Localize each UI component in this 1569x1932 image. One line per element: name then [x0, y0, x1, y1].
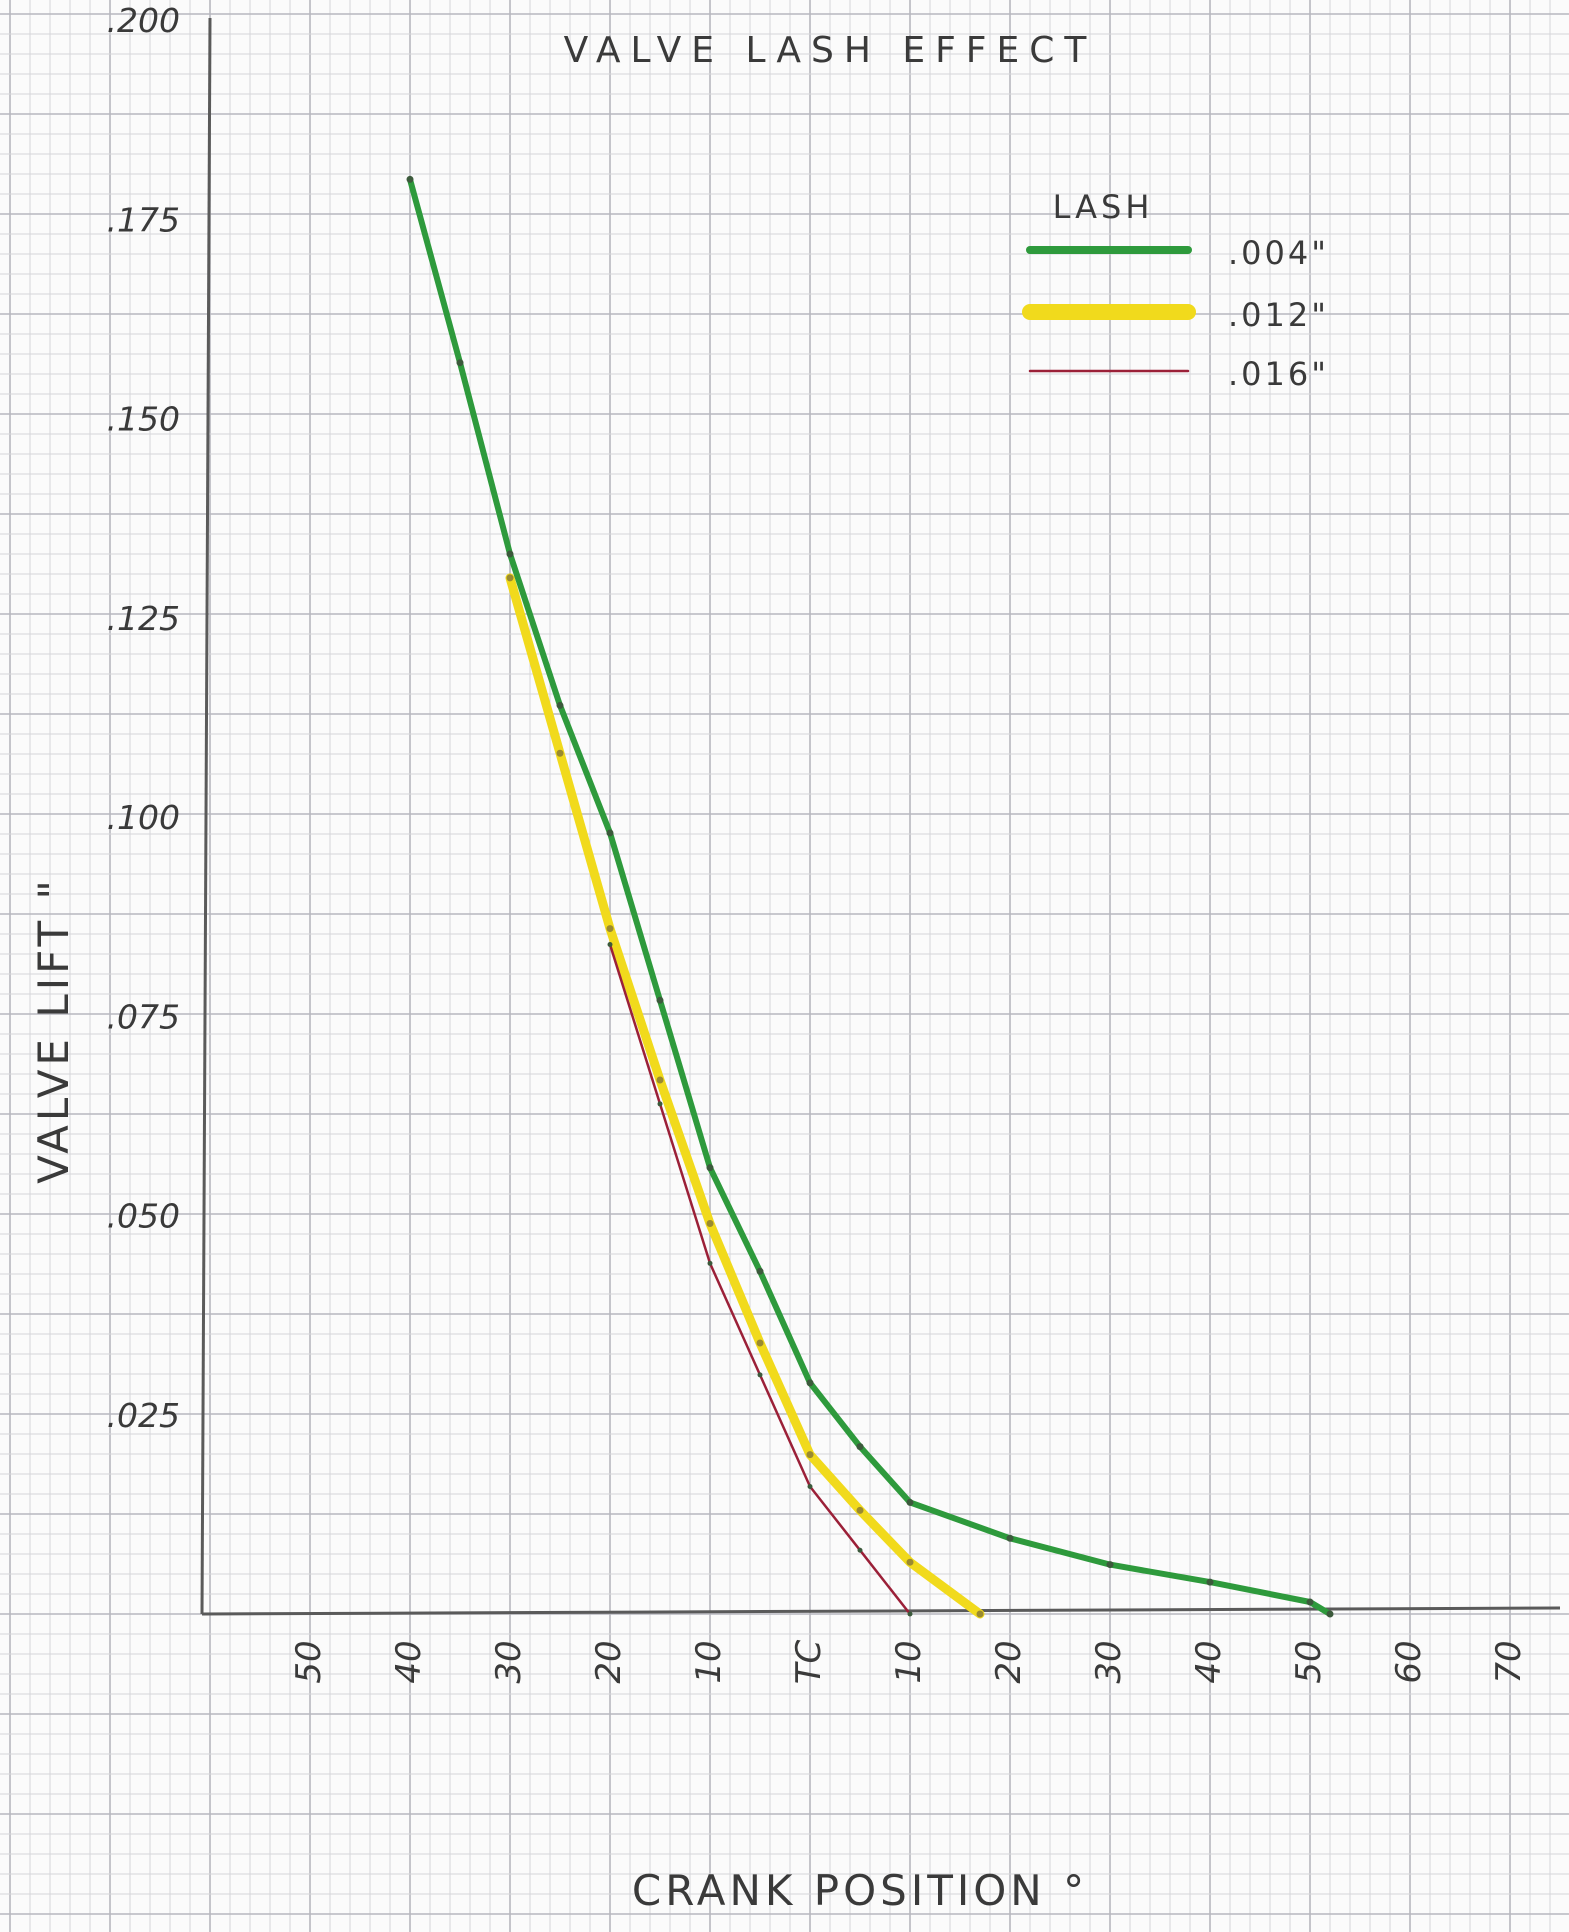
chart-title: VALVE LASH EFFECT	[564, 30, 1097, 71]
legend-label-2: .012"	[1228, 296, 1329, 334]
y-tick-label: .050	[107, 1197, 180, 1236]
y-tick-label: .100	[107, 798, 180, 837]
y-axis-label: VALVE LIFT "	[29, 876, 78, 1184]
data-point	[806, 1451, 814, 1459]
x-tick-label: 50	[1289, 1640, 1329, 1683]
x-axis	[201, 1606, 1561, 1616]
data-point	[906, 1498, 914, 1506]
x-tick-label: 30	[489, 1640, 529, 1683]
y-tick-label: .075	[107, 997, 180, 1036]
x-tick-label: 60	[1389, 1640, 1429, 1683]
data-point	[506, 550, 514, 558]
data-point	[1206, 1578, 1214, 1586]
data-point	[606, 925, 614, 933]
series-line-2	[505, 573, 985, 1619]
data-point	[406, 175, 414, 183]
x-tick-label: 50	[289, 1640, 329, 1683]
x-tick-label: 10	[689, 1640, 729, 1683]
y-tick-label: .125	[107, 599, 180, 638]
data-point	[856, 1506, 864, 1514]
data-point	[976, 1610, 984, 1618]
series-line-1	[407, 176, 1333, 1617]
data-point	[556, 701, 564, 709]
y-tick-label: .200	[107, 1, 180, 40]
y-tick-labels: .025 .050 .075 .100 .125 .150 .175 .200	[107, 1, 180, 1435]
data-point	[706, 1164, 714, 1172]
data-point	[456, 359, 464, 367]
data-point	[506, 574, 514, 582]
y-axis	[200, 17, 212, 1615]
data-point	[707, 1260, 713, 1266]
x-tick-label: 40	[389, 1640, 429, 1683]
x-tick-label: TC	[789, 1639, 829, 1684]
data-point	[807, 1483, 813, 1489]
data-point	[1106, 1561, 1114, 1569]
data-point	[556, 749, 564, 757]
data-point	[757, 1372, 763, 1378]
data-point	[857, 1547, 863, 1553]
y-tick-label: .025	[107, 1396, 180, 1435]
y-tick-label: .175	[107, 200, 180, 239]
data-point	[657, 1101, 663, 1107]
x-tick-label: 30	[1089, 1640, 1129, 1683]
data-point	[606, 829, 614, 837]
data-point	[907, 1611, 913, 1617]
legend-label-3: .016"	[1228, 355, 1329, 393]
x-tick-label: 40	[1189, 1640, 1229, 1683]
y-tick-label: .150	[107, 400, 180, 439]
x-tick-label: 20	[989, 1640, 1029, 1683]
x-tick-labels: 50 40 30 20 10 TC 10 20 30 40 50 60 70	[289, 1639, 1529, 1684]
series-layer	[406, 175, 1334, 1619]
legend: LASH .004" .012" .016"	[1022, 188, 1329, 393]
data-point	[656, 996, 664, 1004]
legend-title: LASH	[1053, 188, 1154, 226]
x-tick-label: 20	[589, 1640, 629, 1683]
data-point	[1326, 1610, 1334, 1618]
x-tick-label: 70	[1489, 1640, 1529, 1683]
data-point	[656, 1076, 664, 1084]
data-point	[756, 1339, 764, 1347]
legend-label-1: .004"	[1228, 234, 1329, 272]
data-point	[607, 942, 613, 948]
data-point	[706, 1219, 714, 1227]
data-point	[806, 1379, 814, 1387]
data-point	[1306, 1598, 1314, 1606]
x-tick-label: 10	[889, 1640, 929, 1683]
data-point	[756, 1267, 764, 1275]
data-point	[906, 1558, 914, 1566]
x-axis-label: CRANK POSITION °	[632, 1866, 1088, 1915]
data-point	[1006, 1534, 1014, 1542]
data-point	[856, 1443, 864, 1451]
